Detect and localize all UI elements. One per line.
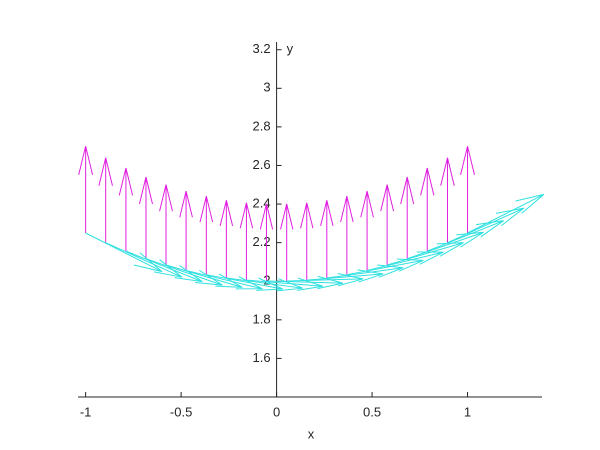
arrow xyxy=(239,202,254,281)
arrow xyxy=(340,196,354,275)
arrow xyxy=(179,191,193,271)
arrow xyxy=(105,242,183,278)
x-tick-label: 0.5 xyxy=(363,404,381,419)
arrow xyxy=(407,231,484,260)
arrow xyxy=(420,167,435,252)
x-axis-label: x xyxy=(308,426,315,441)
y-tick-label: 2.8 xyxy=(253,118,271,133)
arrow xyxy=(125,250,203,283)
y-tick-label: 1.6 xyxy=(253,350,271,365)
x-tick-label: -0.5 xyxy=(170,404,192,419)
arrow xyxy=(400,176,415,259)
x-tick-label: 1 xyxy=(464,404,471,419)
y-axis-label: y xyxy=(287,41,294,56)
arrow xyxy=(460,146,475,234)
arrow xyxy=(380,184,395,266)
arrow xyxy=(145,258,223,286)
arrow xyxy=(467,193,545,234)
arrow xyxy=(440,157,455,243)
y-tick-label: 3 xyxy=(263,80,270,95)
arrow xyxy=(199,196,214,275)
arrow xyxy=(259,203,274,282)
arrow xyxy=(360,191,374,271)
y-tick-label: 2.2 xyxy=(253,234,271,249)
arrow xyxy=(159,184,173,266)
arrow xyxy=(366,251,444,271)
y-tick-label: 1.8 xyxy=(253,311,271,326)
arrow xyxy=(98,157,113,243)
arrow xyxy=(300,202,314,281)
arrow xyxy=(78,146,94,234)
y-tick-label: 2 xyxy=(263,273,270,288)
x-tick-label: -1 xyxy=(80,404,92,419)
arrow xyxy=(427,220,504,252)
y-tick-label: 2.6 xyxy=(253,157,271,172)
arrow xyxy=(219,200,234,278)
arrow xyxy=(280,203,294,282)
arrow xyxy=(138,176,153,259)
x-tick-label: 0 xyxy=(273,404,280,419)
arrow xyxy=(346,258,424,276)
arrow xyxy=(85,232,163,273)
arrow xyxy=(118,167,134,252)
arrow xyxy=(320,200,334,278)
arrow xyxy=(447,207,525,244)
y-tick-label: 3.2 xyxy=(253,41,271,56)
